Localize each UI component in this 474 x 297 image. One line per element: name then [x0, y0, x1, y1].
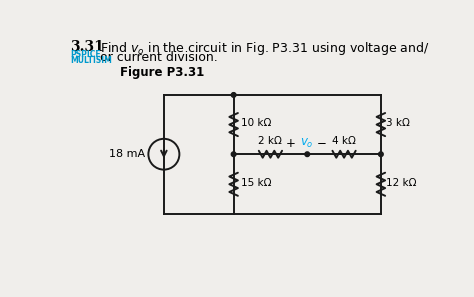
- Text: 3.31: 3.31: [70, 40, 104, 54]
- Text: or current division.: or current division.: [100, 51, 217, 64]
- Text: 18 mA: 18 mA: [109, 149, 145, 159]
- Text: 15 kΩ: 15 kΩ: [241, 178, 271, 188]
- Circle shape: [379, 152, 383, 157]
- Text: $v_o$: $v_o$: [301, 137, 314, 150]
- Text: 2 kΩ: 2 kΩ: [258, 136, 283, 146]
- Text: 3 kΩ: 3 kΩ: [386, 118, 410, 128]
- Text: 4 kΩ: 4 kΩ: [332, 136, 356, 146]
- Text: MULTISIM: MULTISIM: [70, 56, 112, 65]
- Text: Find $v_o$ in the circuit in Fig. P3.31 using voltage and/: Find $v_o$ in the circuit in Fig. P3.31 …: [100, 40, 429, 57]
- Text: −: −: [316, 137, 326, 150]
- Circle shape: [231, 93, 236, 97]
- Text: Figure P3.31: Figure P3.31: [120, 66, 204, 79]
- Text: 12 kΩ: 12 kΩ: [386, 178, 417, 188]
- Text: 10 kΩ: 10 kΩ: [241, 118, 271, 128]
- Circle shape: [231, 152, 236, 157]
- Circle shape: [305, 152, 310, 157]
- Text: +: +: [285, 137, 295, 150]
- Text: PSPICE: PSPICE: [70, 50, 100, 59]
